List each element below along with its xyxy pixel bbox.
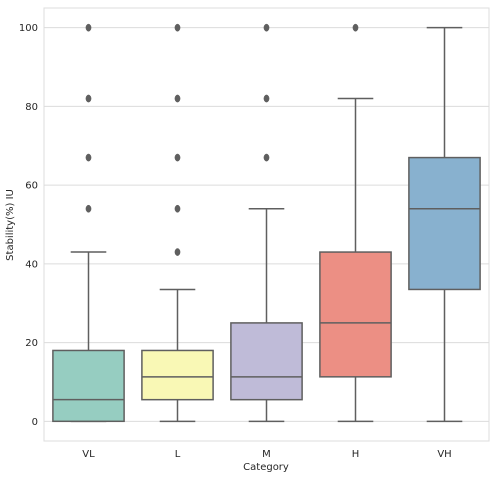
- box-group-vl: [52, 23, 125, 423]
- box-l: [141, 349, 214, 401]
- x-tick-label-l: L: [175, 449, 181, 460]
- box-group-h: [319, 23, 392, 423]
- outlier-point-vl-100: [85, 23, 92, 32]
- box-group-l: [141, 23, 214, 423]
- y-tick-label-40: 40: [25, 259, 38, 270]
- outlier-point-l-43: [174, 248, 181, 256]
- y-tick-label-80: 80: [25, 102, 38, 113]
- x-tick-label-vl: VL: [82, 449, 95, 460]
- box-vl: [52, 349, 125, 423]
- y-tick-label-60: 60: [25, 181, 38, 192]
- outlier-point-m-100: [263, 23, 270, 32]
- x-axis-label: Category: [243, 462, 289, 473]
- outlier-point-vl-67: [85, 153, 92, 162]
- box-h: [319, 251, 392, 378]
- y-tick-label-100: 100: [19, 23, 38, 34]
- outlier-point-m-82: [263, 94, 270, 103]
- outlier-point-l-67: [174, 153, 181, 162]
- box-group-vh: [408, 26, 481, 423]
- outlier-point-vl-82: [85, 94, 92, 103]
- box-vh: [408, 156, 481, 291]
- y-tick-labels: 0 20 40 60 80 100: [19, 23, 38, 428]
- outlier-point-l-100: [174, 23, 181, 32]
- outlier-point-l-54: [174, 204, 181, 213]
- box-m: [230, 322, 303, 401]
- boxes: [52, 23, 481, 423]
- x-tick-labels: VL L M H VH: [82, 449, 451, 460]
- outlier-point-m-67: [263, 153, 270, 162]
- x-tick-label-m: M: [262, 449, 271, 460]
- box-group-m: [230, 23, 303, 423]
- outlier-point-l-82: [174, 94, 181, 103]
- y-tick-label-20: 20: [25, 338, 38, 349]
- y-tick-label-0: 0: [32, 417, 38, 428]
- y-axis-label: Stability(%) IU: [5, 189, 16, 261]
- x-tick-label-h: H: [352, 449, 360, 460]
- x-tick-label-vh: VH: [437, 449, 451, 460]
- outlier-point-h-100: [352, 23, 359, 32]
- outlier-point-vl-54: [85, 204, 92, 213]
